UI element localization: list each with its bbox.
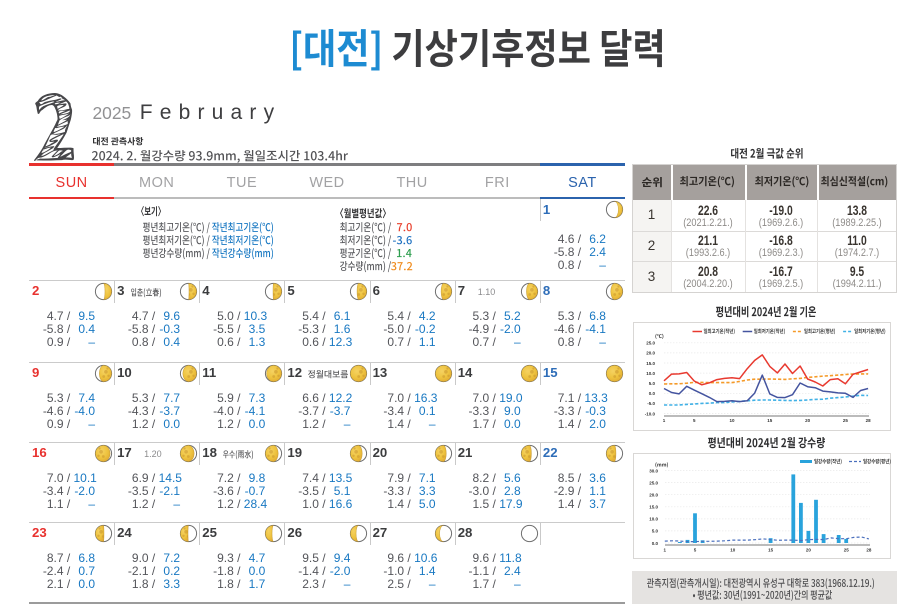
svg-text:20: 20 bbox=[806, 548, 812, 553]
svg-text:-5.0: -5.0 bbox=[647, 401, 655, 406]
svg-text:5.0: 5.0 bbox=[652, 529, 659, 534]
svg-text:5: 5 bbox=[694, 548, 697, 553]
svg-text:25: 25 bbox=[844, 548, 850, 553]
svg-text:20.0: 20.0 bbox=[649, 493, 658, 498]
svg-text:25.0: 25.0 bbox=[649, 480, 658, 485]
svg-text:10: 10 bbox=[729, 418, 735, 423]
svg-text:-10.0: -10.0 bbox=[645, 411, 656, 416]
svg-text:5.0: 5.0 bbox=[649, 381, 656, 386]
svg-text:10: 10 bbox=[730, 548, 736, 553]
svg-text:25: 25 bbox=[843, 418, 849, 423]
svg-text:25.0: 25.0 bbox=[646, 341, 655, 346]
svg-text:20: 20 bbox=[805, 418, 811, 423]
svg-text:5: 5 bbox=[693, 418, 696, 423]
svg-text:1: 1 bbox=[663, 418, 666, 423]
svg-text:15: 15 bbox=[767, 418, 773, 423]
svg-text:15.0: 15.0 bbox=[646, 361, 655, 366]
svg-text:28: 28 bbox=[866, 548, 872, 553]
svg-text:10.0: 10.0 bbox=[649, 517, 658, 522]
svg-text:15: 15 bbox=[768, 548, 774, 553]
svg-text:10.0: 10.0 bbox=[646, 371, 655, 376]
svg-text:0.0: 0.0 bbox=[652, 541, 659, 546]
svg-text:28: 28 bbox=[866, 418, 872, 423]
svg-text:1: 1 bbox=[664, 548, 667, 553]
svg-text:30.0: 30.0 bbox=[649, 468, 658, 473]
svg-text:0.0: 0.0 bbox=[649, 391, 656, 396]
svg-text:20.0: 20.0 bbox=[646, 351, 655, 356]
svg-text:15.0: 15.0 bbox=[649, 505, 658, 510]
